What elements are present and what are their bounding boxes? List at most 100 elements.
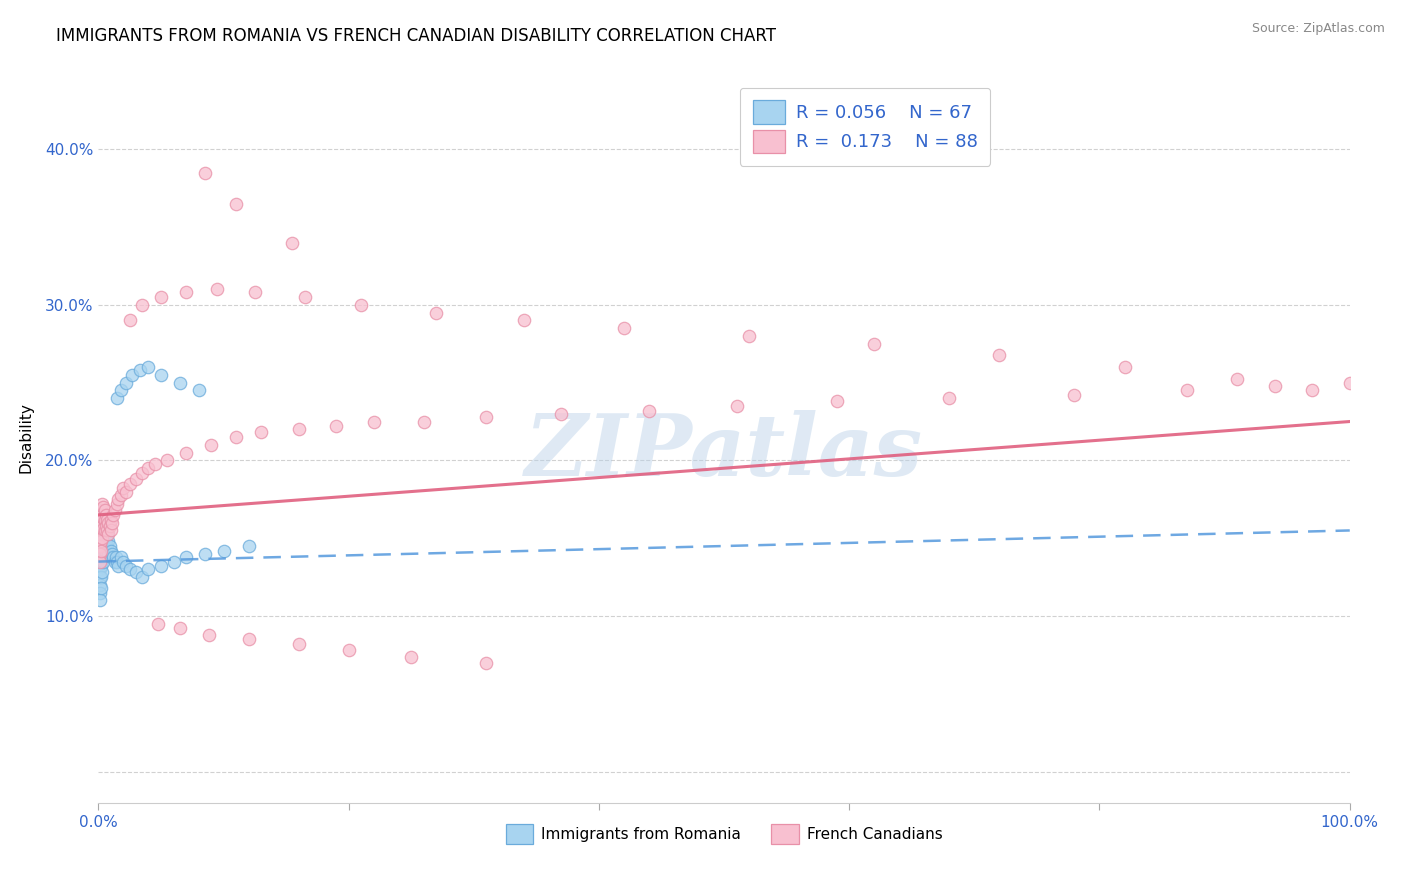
Point (121, 368, 143, 382)
Point (89, 570, 111, 584)
Point (93, 543, 115, 558)
Point (1063, 388, 1085, 402)
Point (97, 547, 120, 561)
Point (169, 622, 191, 636)
Point (287, 422, 309, 436)
Point (112, 482, 135, 496)
Point (91, 508, 114, 522)
Point (225, 430, 247, 444)
Point (103, 508, 125, 522)
Point (89, 578, 111, 592)
Point (91, 549, 114, 564)
Point (93, 500, 115, 515)
Y-axis label: Disability: Disability (18, 401, 34, 473)
Point (100, 512, 122, 526)
Point (101, 547, 124, 561)
Point (613, 321, 636, 335)
Point (104, 503, 127, 517)
Point (96, 539, 118, 553)
Point (107, 559, 129, 574)
Point (89, 585, 111, 599)
Point (138, 359, 160, 374)
Point (1114, 359, 1136, 374)
Point (91, 534, 114, 549)
Point (93, 531, 115, 545)
Point (89, 508, 111, 522)
Point (131, 570, 153, 584)
Point (125, 472, 148, 486)
Point (138, 461, 160, 475)
Point (118, 476, 141, 491)
Point (96, 524, 118, 538)
Point (100, 549, 122, 564)
Point (425, 305, 447, 319)
Point (110, 384, 132, 398)
Point (90, 512, 112, 526)
Point (93, 524, 115, 538)
Point (91, 508, 114, 522)
Point (194, 547, 217, 561)
Point (150, 290, 173, 304)
Text: Source: ZipAtlas.com: Source: ZipAtlas.com (1251, 22, 1385, 36)
Point (187, 384, 209, 398)
Point (93, 555, 115, 569)
Point (475, 409, 498, 424)
Point (150, 559, 173, 574)
Point (174, 285, 197, 300)
Point (100, 543, 122, 558)
Point (93, 539, 115, 553)
Point (243, 285, 266, 300)
Point (475, 656, 498, 670)
Text: IMMIGRANTS FROM ROMANIA VS FRENCH CANADIAN DISABILITY CORRELATION CHART: IMMIGRANTS FROM ROMANIA VS FRENCH CANADI… (56, 27, 776, 45)
Point (91, 518, 114, 533)
Point (90, 559, 112, 574)
Point (90, 534, 112, 549)
Point (128, 363, 150, 377)
Point (225, 196, 247, 211)
Point (287, 637, 309, 651)
Point (90, 543, 112, 558)
Point (104, 555, 127, 569)
Point (91, 518, 114, 533)
Point (148, 616, 170, 631)
Point (1175, 384, 1198, 398)
Point (98, 518, 121, 533)
Point (93, 512, 115, 526)
Point (197, 628, 219, 642)
Point (1339, 376, 1361, 390)
Point (94, 518, 117, 533)
Point (156, 453, 179, 467)
Point (250, 425, 273, 440)
Point (89, 555, 111, 569)
Point (138, 562, 160, 576)
Point (863, 336, 886, 351)
Point (93, 518, 115, 533)
Point (91, 566, 114, 580)
Point (94, 534, 117, 549)
Point (89, 547, 111, 561)
Point (174, 445, 197, 459)
Point (238, 632, 260, 647)
Point (89, 524, 111, 538)
Point (100, 524, 122, 538)
Point (93, 511, 115, 525)
Point (638, 403, 661, 417)
Point (89, 531, 111, 545)
Point (90, 547, 112, 561)
Point (105, 391, 128, 405)
Point (107, 492, 129, 507)
Point (89, 516, 111, 530)
Point (169, 376, 191, 390)
Point (93, 503, 115, 517)
Point (97, 526, 120, 541)
Point (89, 562, 111, 576)
Text: ZIPatlas: ZIPatlas (524, 410, 924, 493)
Point (96, 512, 118, 526)
Point (294, 290, 316, 304)
Point (1226, 372, 1249, 386)
Point (110, 488, 132, 502)
Point (97, 534, 120, 549)
Point (118, 562, 141, 576)
Point (90, 516, 112, 530)
Point (89, 593, 111, 607)
